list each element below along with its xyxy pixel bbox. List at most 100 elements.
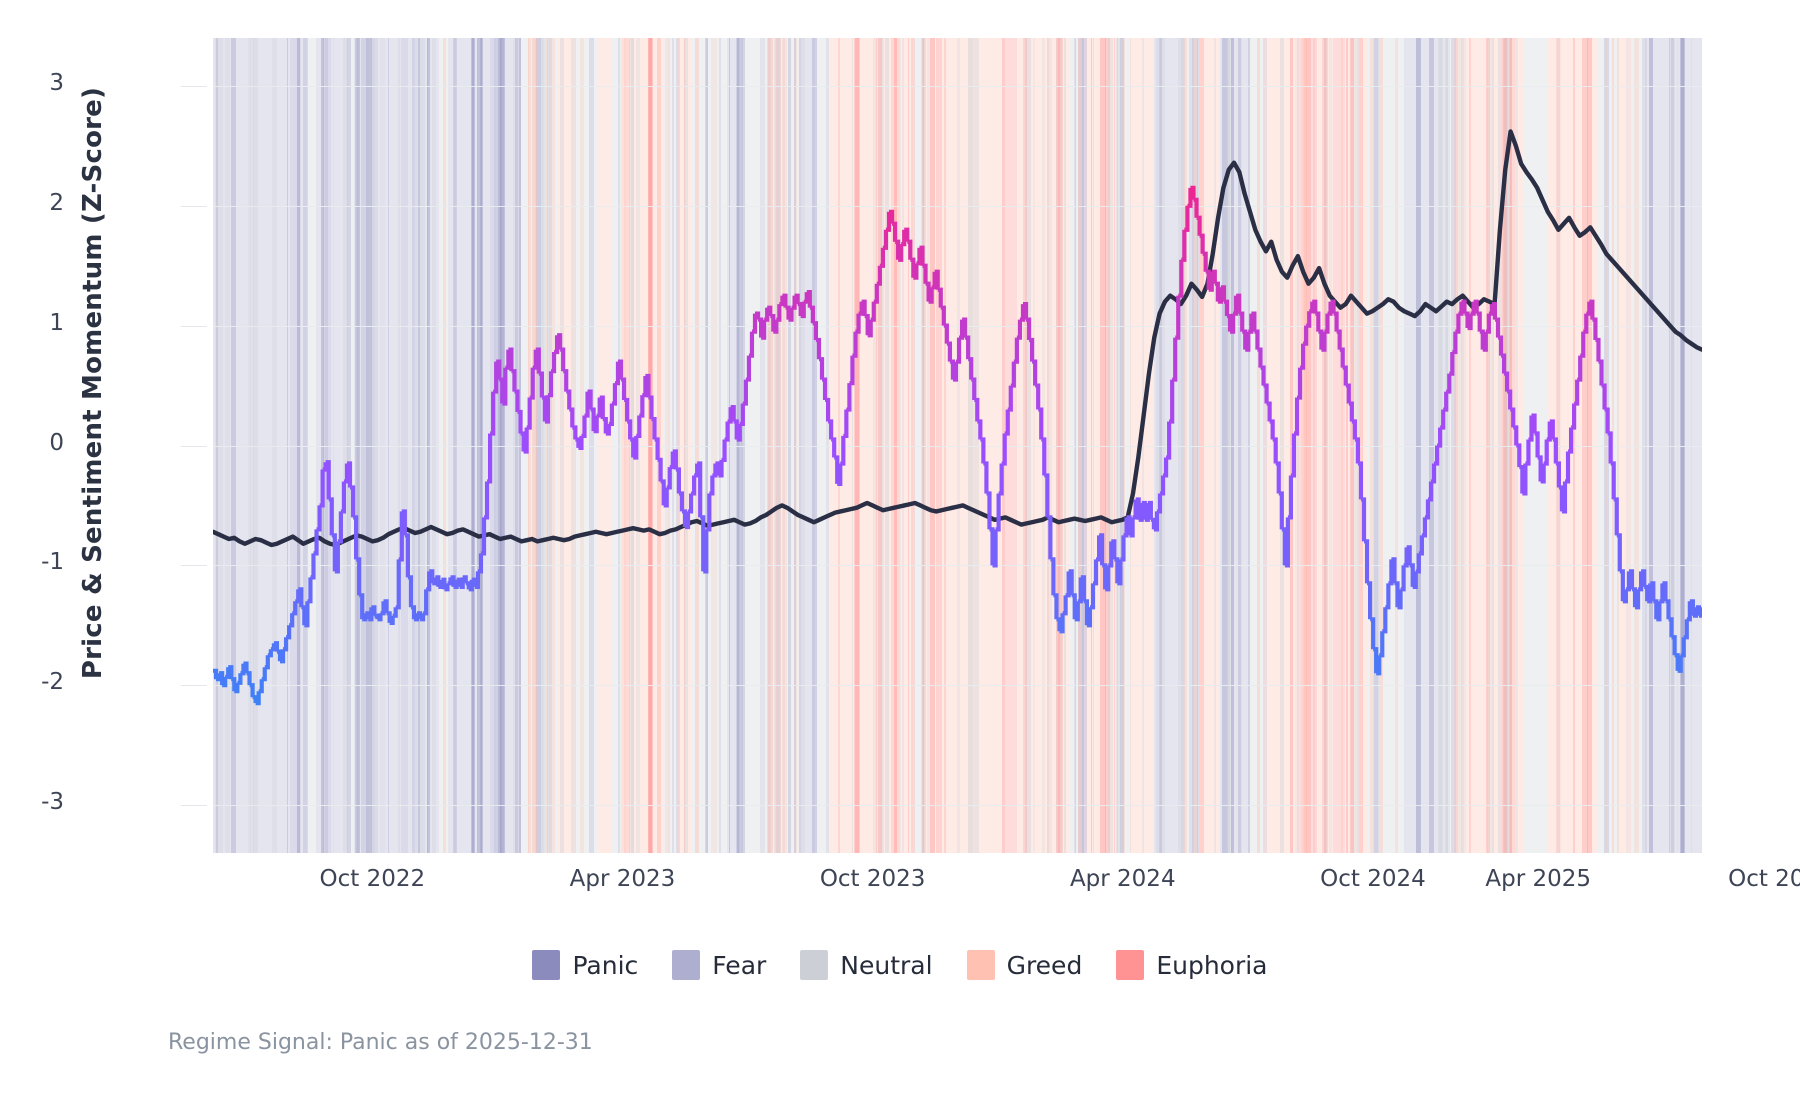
sentiment-segment: [818, 357, 825, 380]
sentiment-segment: [797, 301, 803, 317]
sentiment-segment: [374, 613, 380, 620]
legend-item-greed[interactable]: Greed: [966, 950, 1083, 980]
sentiment-segment: [1613, 497, 1619, 536]
sentiment-segment: [350, 485, 356, 518]
sentiment-segment: [1263, 383, 1269, 404]
sentiment-segment: [307, 577, 313, 604]
sentiment-segment: [477, 553, 484, 574]
sentiment-segment: [1068, 569, 1074, 596]
sentiment-segment: [401, 509, 407, 536]
legend-item-panic[interactable]: Panic: [532, 950, 638, 980]
legend-label: Euphoria: [1156, 950, 1268, 980]
sentiment-segment: [547, 371, 554, 398]
legend-label: Greed: [1006, 950, 1083, 980]
sentiment-segment: [885, 211, 892, 232]
legend-item-neutral[interactable]: Neutral: [800, 950, 933, 980]
sentiment-segment: [304, 601, 310, 628]
sentiment-segment: [840, 435, 846, 466]
sentiment-segment: [1650, 581, 1656, 602]
sentiment-segment: [550, 352, 557, 374]
sentiment-segment: [1175, 295, 1181, 340]
sentiment-segment: [1443, 391, 1449, 412]
sentiment-segment: [1501, 353, 1507, 374]
sentiment-segment: [1409, 563, 1415, 587]
sentiment-segment: [1010, 361, 1016, 388]
sentiment-segment: [736, 423, 742, 442]
sentiment-segment: [328, 497, 334, 536]
y-axis-tick-label: 3: [49, 69, 64, 96]
sentiment-segment: [1421, 517, 1428, 538]
sentiment-segment: [1555, 461, 1561, 488]
sentiment-segment: [1278, 491, 1284, 530]
sentiment-segment: [484, 481, 490, 520]
sentiment-segment: [1546, 421, 1552, 442]
sentiment-segment: [800, 301, 806, 319]
sentiment-segment: [499, 377, 505, 404]
sentiment-segment: [614, 361, 621, 386]
sentiment-segment: [1205, 269, 1211, 290]
sentiment-segment: [538, 371, 544, 398]
sentiment-segment: [459, 577, 465, 590]
sentiment-segment: [435, 575, 441, 587]
sentiment-segment: [1455, 313, 1461, 334]
sentiment-segment: [669, 451, 675, 470]
sentiment-segment: [955, 337, 962, 364]
sentiment-segment: [216, 673, 222, 682]
series-layer: [213, 129, 1702, 706]
y-axis-tick-mark: [181, 805, 207, 807]
x-axis-tick-label: Oct 2024: [1320, 866, 1426, 892]
sentiment-segment: [237, 673, 243, 685]
sentiment-segment: [1449, 352, 1455, 376]
sentiment-segment: [1141, 500, 1147, 520]
legend-item-euphoria[interactable]: Euphoria: [1116, 950, 1268, 980]
sentiment-segment: [864, 313, 870, 336]
price-line: [213, 129, 1702, 548]
sentiment-segment: [438, 579, 444, 590]
sentiment-segment: [410, 605, 417, 620]
sentiment-segment: [648, 395, 654, 420]
sentiment-segment: [1315, 311, 1321, 332]
sentiment-segment: [1035, 383, 1041, 410]
sentiment-segment: [334, 541, 340, 574]
sentiment-segment: [1622, 589, 1628, 604]
sentiment-segment: [1293, 397, 1300, 436]
sentiment-segment: [316, 505, 322, 532]
sentiment-segment: [895, 239, 901, 260]
sentiment-segment: [1558, 485, 1565, 512]
sentiment-segment: [617, 359, 624, 380]
sentiment-segment: [1479, 329, 1485, 350]
legend-item-fear[interactable]: Fear: [672, 950, 766, 980]
sentiment-segment: [989, 527, 995, 566]
sentiment-segment: [1504, 371, 1510, 392]
sentiment-segment: [295, 589, 301, 604]
sentiment-segment: [1135, 497, 1141, 520]
sentiment-segment: [450, 575, 456, 587]
sentiment-segment: [1281, 527, 1287, 566]
sentiment-segment: [1491, 301, 1498, 320]
sentiment-segment: [1333, 311, 1339, 332]
sentiment-segment: [1412, 571, 1418, 590]
sentiment-segment: [346, 461, 353, 488]
sentiment-segment: [983, 461, 989, 494]
sentiment-segment: [444, 583, 450, 592]
sentiment-segment: [1528, 415, 1534, 442]
sentiment-segment: [1111, 539, 1117, 560]
sentiment-segment: [1540, 463, 1546, 484]
sentiment-segment: [322, 462, 328, 472]
sentiment-segment: [584, 391, 590, 418]
sentiment-segment: [1625, 571, 1632, 592]
sentiment-segment: [828, 419, 834, 440]
sentiment-segment: [782, 293, 788, 308]
sentiment-segment: [1236, 293, 1242, 314]
sentiment-segment: [694, 463, 700, 478]
x-axis-tick-label: Oct 2025: [1728, 866, 1800, 892]
sentiment-segment: [264, 655, 270, 670]
sentiment-segment: [1053, 593, 1059, 620]
sentiment-segment: [398, 511, 404, 562]
sentiment-segment: [1431, 463, 1437, 484]
sentiment-segment: [1482, 331, 1488, 352]
sentiment-segment: [703, 529, 709, 574]
sentiment-segment: [605, 423, 611, 436]
sentiment-segment: [931, 271, 937, 290]
sentiment-segment: [1522, 463, 1528, 496]
